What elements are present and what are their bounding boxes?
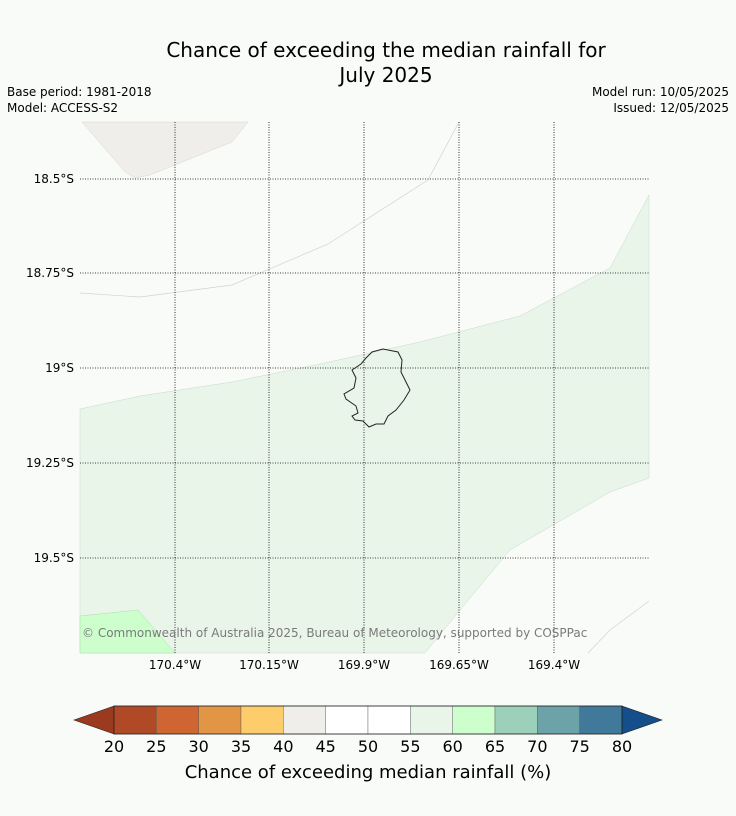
colorbar-tick-label: 80 [612, 737, 632, 756]
lon-label-169-4: 169.4°W [528, 658, 580, 672]
model-name: Model: ACCESS-S2 [7, 101, 119, 115]
lat-label-19-5: 19.5°S [34, 551, 74, 565]
lat-label-19-25: 19.25°S [26, 456, 74, 470]
colorbar-frame [113, 705, 623, 735]
colorbar-tick-label: 25 [146, 737, 166, 756]
colorbar-bins [113, 705, 623, 735]
colorbar-over-arrow [621, 705, 663, 735]
colorbar-ticks: 20 25 30 35 40 45 50 55 60 65 70 75 80 [104, 737, 632, 756]
model-run: Model run: 10/05/2025 [591, 85, 729, 99]
lon-label-170-4: 170.4°W [149, 658, 201, 672]
colorbar-bin [410, 705, 453, 735]
map-title: Chance of exceeding the median rainfall … [0, 38, 736, 88]
colorbar-tick-label: 70 [527, 737, 547, 756]
probability-region-55-60 [79, 194, 650, 654]
colorbar-bin [240, 705, 284, 735]
probability-region-40-45 [81, 121, 249, 179]
colorbar-bin [325, 705, 369, 735]
colorbar-tick-label: 35 [231, 737, 251, 756]
colorbar: 20 25 30 35 40 45 50 55 60 65 70 75 80 Chance of exc… [73, 705, 663, 783]
colorbar-bin [452, 705, 496, 735]
colorbar-tick-label: 65 [485, 737, 505, 756]
lon-label-170-15: 170.15°W [239, 658, 299, 672]
colorbar-bin [367, 705, 411, 735]
island-outline [343, 348, 411, 428]
issued-date: Issued: 12/05/2025 [613, 101, 729, 115]
colorbar-tick-label: 50 [358, 737, 378, 756]
colorbar-tick-label: 45 [315, 737, 335, 756]
meta-left: Base period: 1981-2018 Model: ACCESS-S2 [7, 84, 152, 116]
colorbar-bin [579, 705, 623, 735]
contour-line-upper [79, 121, 460, 298]
base-period: Base period: 1981-2018 [7, 85, 152, 99]
lat-label-18-5: 18.5°S [34, 172, 74, 186]
lat-label-18-75: 18.75°S [26, 266, 74, 280]
colorbar-tick-label: 60 [442, 737, 462, 756]
colorbar-bin [156, 705, 199, 735]
lat-label-19: 19°S [45, 361, 74, 375]
meta-right: Model run: 10/05/2025 Issued: 12/05/2025 [592, 84, 729, 116]
colorbar-bin [494, 705, 538, 735]
longitude-gridlines [174, 122, 555, 653]
colorbar-bin [283, 705, 326, 735]
contour-line-lower-right [587, 600, 650, 654]
colorbar-under-arrow [73, 705, 115, 735]
colorbar-title: Chance of exceeding median rainfall (%) [185, 762, 552, 783]
colorbar-tick-label: 30 [188, 737, 208, 756]
colorbar-bin [113, 705, 157, 735]
lon-label-169-65: 169.65°W [429, 658, 489, 672]
colorbar-tick-label: 55 [400, 737, 420, 756]
copyright-notice: © Commonwealth of Australia 2025, Bureau… [82, 626, 587, 640]
colorbar-tick-label: 40 [273, 737, 293, 756]
lon-label-169-9: 169.9°W [338, 658, 390, 672]
title-line-2: July 2025 [339, 63, 433, 87]
colorbar-bin [537, 705, 580, 735]
colorbar-tick-label: 75 [569, 737, 589, 756]
colorbar-bin [198, 705, 242, 735]
title-line-1: Chance of exceeding the median rainfall … [166, 38, 606, 62]
colorbar-tick-label: 20 [104, 737, 124, 756]
